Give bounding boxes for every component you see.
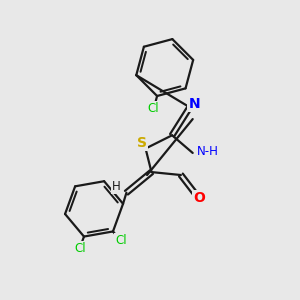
Text: Cl: Cl <box>115 234 127 248</box>
Text: S: S <box>137 136 147 150</box>
Text: Cl: Cl <box>148 102 160 115</box>
Text: N-H: N-H <box>196 145 218 158</box>
Text: H: H <box>112 180 121 193</box>
Text: N: N <box>188 98 200 111</box>
Text: Cl: Cl <box>74 242 85 255</box>
Text: O: O <box>193 191 205 205</box>
